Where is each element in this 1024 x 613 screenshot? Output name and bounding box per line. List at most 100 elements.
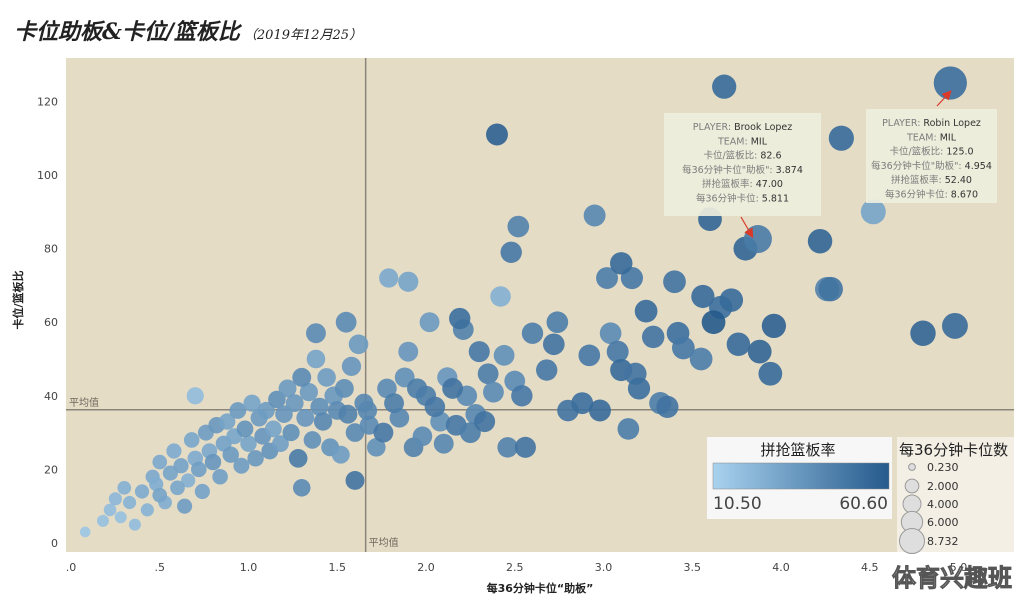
tooltip-key: 每36分钟卡位"助板": [871,160,965,172]
size-legend-label: 0.230 [927,461,959,474]
data-point [761,313,787,339]
chart-subtitle: （2019年12月25） [243,28,363,43]
data-point [384,393,404,414]
data-point [433,433,454,454]
data-point [634,299,658,323]
x-tick-label: 1.0 [240,561,258,574]
tooltip-value: Robin Lopez [923,118,981,129]
tooltip-value: MIL [751,136,768,147]
x-tick-label: .0 [66,561,77,574]
data-point [292,367,312,387]
tooltip-line: 每36分钟卡位"助板": 4.954 [871,160,992,172]
data-point [379,268,399,288]
data-point [181,473,196,488]
data-point [264,420,282,438]
data-point [747,339,772,364]
data-point [542,333,565,356]
data-point [229,402,247,419]
data-point [240,435,257,452]
data-point [514,436,536,458]
data-point [689,347,713,371]
data-point [296,408,315,427]
data-point [272,435,289,453]
size-legend-label: 6.000 [927,516,959,529]
data-point [672,336,695,360]
data-point [818,276,843,302]
tooltip-box [664,113,821,216]
data-point [282,424,300,442]
tooltip-value: 3.874 [776,165,803,176]
annotation-arrow [740,216,754,239]
x-tick-label: 3.5 [684,561,702,574]
size-legend-marker [904,478,920,494]
tooltip-line: 每36分钟卡位: 8.670 [885,189,978,201]
data-point [335,311,357,333]
data-point [712,74,737,99]
y-tick-label: 120 [37,95,58,108]
data-point [194,483,210,500]
data-point [247,450,264,467]
data-point [507,215,530,238]
data-point [599,322,622,345]
data-point [606,340,629,363]
data-point [477,363,499,385]
data-point [243,394,261,412]
color-legend-max: 60.60 [839,494,888,514]
data-point [122,495,137,510]
tooltip-line: 拼抢篮板率: 52.40 [891,174,972,186]
data-point [275,405,293,423]
data-point [424,396,446,418]
data-point [170,480,185,496]
x-tick-label: 2.0 [417,561,435,574]
data-point [310,397,329,416]
data-point [292,479,311,497]
data-point [578,344,601,367]
x-tick-label: .5 [155,561,166,574]
data-point [398,271,419,292]
ref-line-y-label: 平均值 [69,396,99,409]
y-tick-label: 0 [51,537,58,550]
y-tick-label: 80 [44,243,58,256]
chart-title: 卡位助板&卡位/篮板比 （2019年12月25） [14,19,363,45]
data-point [357,400,378,421]
data-point [483,381,504,403]
data-point [583,204,606,227]
tooltip-key: 每36分钟卡位: [885,189,951,201]
data-point [449,307,471,330]
tooltip-annotation: PLAYER: Brook Lopez TEAM: MIL 卡位/篮板比: 82.6… [664,113,821,216]
data-point [486,123,508,146]
data-point [546,311,569,334]
data-point [166,443,182,459]
data-point [334,378,354,398]
data-point [162,465,178,481]
tooltip-line: 卡位/篮板比: 125.0 [889,146,973,158]
tooltip-key: 卡位/篮板比: [703,150,760,162]
data-point [828,125,854,151]
tooltip-value: 52.40 [945,175,972,186]
tooltip-key: 卡位/篮板比: [889,146,946,158]
data-point [218,413,236,430]
data-point [317,368,336,387]
data-point [719,288,744,312]
data-point [627,377,651,400]
data-point [236,420,254,438]
data-point [398,341,419,362]
data-point [345,470,365,490]
data-point [177,498,193,514]
data-point [807,228,833,254]
data-point [299,382,318,402]
data-point [79,526,91,538]
data-point [173,458,189,474]
tooltip-value: 125.0 [946,147,973,158]
data-point [412,426,433,447]
x-tick-label: 4.0 [772,561,790,574]
tooltip-value: 47.00 [756,179,783,190]
tooltip-value: 4.954 [965,161,992,172]
tooltip-line: 卡位/篮板比: 82.6 [703,150,781,162]
data-point [128,518,141,531]
data-point [341,356,362,376]
data-point [497,437,518,458]
y-tick-label: 60 [44,316,58,329]
size-legend-label: 4.000 [927,498,959,511]
